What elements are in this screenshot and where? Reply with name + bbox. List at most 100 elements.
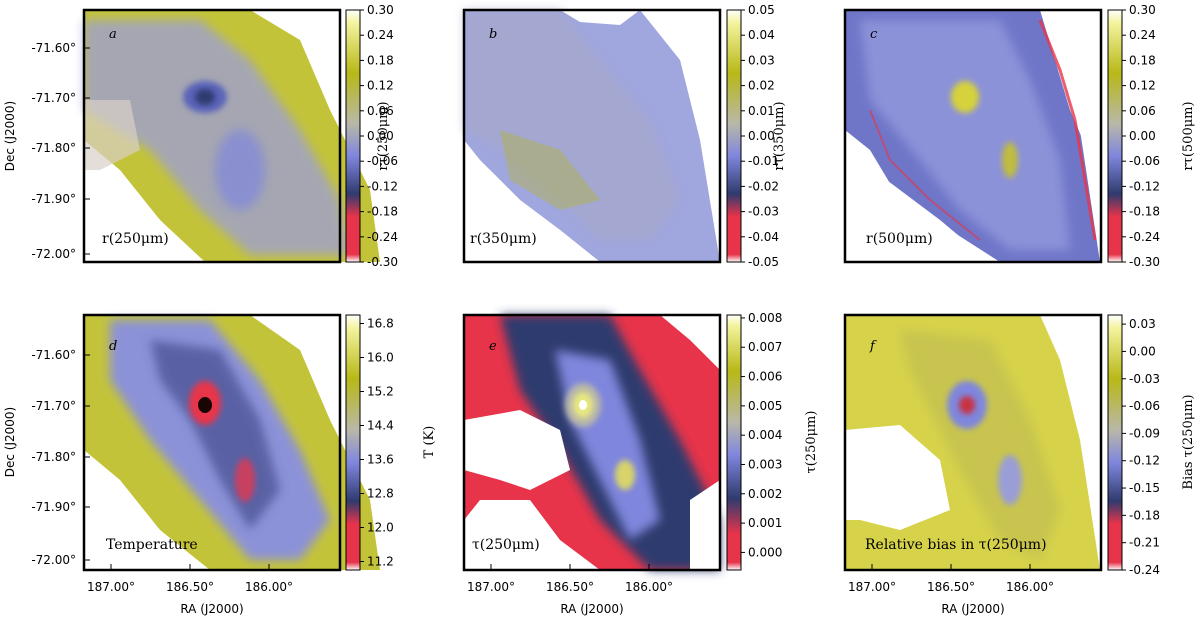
ra-tick-label: 186.50° (546, 580, 594, 594)
panel-b-colorbar-ticks: 0.05 0.04 0.03 0.02 0.01 0.00 -0.01 -0.02 -0.03 -… (741, 3, 779, 269)
panel-e-colorbar-tick-label: 0.008 (748, 311, 782, 325)
panel-e-frame (462, 313, 722, 572)
panel-f-colorbar-tick-label: 0.03 (1129, 317, 1156, 331)
panel-f-colorbar-tick-label: -0.24 (1129, 563, 1160, 577)
panel-f-frame (843, 313, 1103, 572)
panel-e-colorbar-tick-label: 0.005 (748, 399, 782, 413)
panel-f-caption: Relative bias in τ(250μm) (865, 537, 1047, 553)
ra-tick-label: 187.00° (87, 580, 135, 594)
panel-e-colorbar-tick-label: 0.001 (748, 516, 782, 530)
panel-a-colorbar-tick-label: 0.06 (367, 104, 394, 118)
panel-a-colorbar-ticks: 0.30 0.24 0.18 0.12 0.06 0.00 -0.06 -0.12 -0.18 -… (360, 3, 398, 269)
panel-d-letter: d (109, 339, 117, 354)
panel-f-colorbar-tick-label: -0.12 (1129, 454, 1160, 468)
panel-f-colorbar-ticks: 0.03 0.00 -0.03 -0.06 -0.09 -0.12 -0.15 -0.18 -0… (1122, 317, 1160, 577)
panel-b-colorbar-tick-label: -0.05 (748, 255, 779, 269)
ra-tick-label: 186.50° (166, 580, 214, 594)
ra-axis-label-e: RA (J2000) (560, 602, 623, 616)
panel-a-colorbar: 0.30 0.24 0.18 0.12 0.06 0.00 -0.06 -0.12 -0.18 -… (345, 3, 398, 269)
panel-e-letter: e (489, 339, 497, 354)
panel-c-colorbar-tick-label: -0.24 (1129, 230, 1160, 244)
panel-d-colorbar-bar (345, 314, 361, 571)
panel-b-colorbar-tick-label: -0.03 (748, 205, 779, 219)
panel-c: c r(500μm) 0.30 0.24 0.18 0.12 0.06 0.00 -0.06… (843, 3, 1196, 269)
panel-c-colorbar-tick-label: 0.06 (1129, 104, 1156, 118)
ra-axis-label-f: RA (J2000) (941, 602, 1004, 616)
panel-f-letter: f (869, 339, 877, 354)
panel-e-colorbar-tick-label: 0.002 (748, 487, 782, 501)
dec-tick-label: -71.90° (31, 192, 76, 206)
panel-d-caption: Temperature (106, 537, 198, 553)
panel-b-colorbar-bar (726, 9, 742, 263)
panel-a-map (84, 10, 380, 262)
dec-tick-label: -71.90° (31, 500, 76, 514)
panel-a-caption: r(250μm) (102, 231, 169, 247)
panel-f-colorbar-tick-label: 0.00 (1129, 344, 1156, 358)
panel-f-colorbar-tick-label: -0.06 (1129, 399, 1160, 413)
ra-axis-label-d: RA (J2000) (180, 602, 243, 616)
dec-tick-label: -71.70° (31, 399, 76, 413)
panel-f-colorbar-tick-label: -0.18 (1129, 508, 1160, 522)
panel-e-map (464, 315, 720, 570)
panel-d-colorbar-tick-label: 16.8 (367, 317, 394, 331)
panel-e-colorbar-tick-label: 0.000 (748, 545, 782, 559)
ra-tick-label: 187.00° (467, 580, 515, 594)
dec-tick-label: -72.00° (31, 553, 76, 567)
panel-b-colorbar-tick-label: -0.01 (748, 154, 779, 168)
panel-f-colorbar-tick-label: -0.09 (1129, 426, 1160, 440)
panel-f-colorbar-label: Bias τ(250μm) (1181, 394, 1196, 489)
panel-e-colorbar-label: τ(250μm) (804, 411, 819, 474)
panel-e-colorbar-bar (726, 314, 742, 571)
panel-a-colorbar-tick-label: 0.00 (367, 129, 394, 143)
panel-e-caption: τ(250μm) (472, 537, 540, 553)
panel-e-colorbar-ticks: 0.008 0.007 0.006 0.005 0.004 0.003 0.002 0.001… (741, 311, 782, 559)
panel-b-colorbar-label: rτ(350μm) (772, 101, 787, 170)
panel-c-colorbar-bar (1107, 9, 1123, 263)
panel-c-colorbar-tick-label: -0.12 (1129, 179, 1160, 193)
panel-c-colorbar-tick-label: 0.30 (1129, 3, 1156, 17)
panel-f-colorbar-tick-label: -0.03 (1129, 372, 1160, 386)
ra-axis: 187.00° 186.50° 186.00° 187.00° 186.50° 186.0… (87, 564, 1054, 594)
panel-b-colorbar-tick-label: 0.02 (748, 79, 775, 93)
panel-d-frame (82, 313, 342, 572)
panel-b-caption: r(350μm) (470, 231, 537, 247)
panel-a-colorbar-tick-label: -0.30 (367, 255, 398, 269)
dec-axis-top: -71.60° -71.70° -71.80° -71.90° -72.00° (31, 41, 90, 261)
panel-d-map (84, 315, 380, 570)
panel-b: b r(350μm) 0.05 0.04 0.03 0.02 0.01 0.00 -0.01… (462, 3, 787, 269)
panel-f-colorbar-bar (1107, 314, 1123, 571)
panel-c-caption: r(500μm) (866, 231, 933, 247)
panel-b-frame (462, 8, 722, 264)
panel-a-colorbar-tick-label: 0.30 (367, 3, 394, 17)
panel-a-colorbar-tick-label: -0.12 (367, 179, 398, 193)
panel-f: f Relative bias in τ(250μm) 0.03 0.00 -0.0… (843, 313, 1196, 577)
panel-f-map (845, 315, 1100, 570)
panel-b-colorbar-tick-label: 0.05 (748, 3, 775, 17)
panel-e-colorbar: 0.008 0.007 0.006 0.005 0.004 0.003 0.002 0.001… (726, 311, 819, 571)
ra-tick-label: 186.00° (1006, 580, 1054, 594)
dec-tick-label: -71.70° (31, 91, 76, 105)
panel-b-map (464, 10, 720, 262)
panel-b-colorbar-tick-label: -0.04 (748, 230, 779, 244)
panel-b-colorbar-tick-label: 0.00 (748, 129, 775, 143)
panel-a-colorbar-tick-label: -0.06 (367, 154, 398, 168)
panel-c-colorbar-tick-label: 0.00 (1129, 129, 1156, 143)
panel-e-colorbar-tick-label: 0.004 (748, 428, 782, 442)
panel-c-letter: c (870, 27, 878, 42)
panel-a: a r(250μm) 0.30 0.24 0.18 0.12 0.06 0.00 -0.06… (82, 3, 398, 269)
panel-f-colorbar-tick-label: -0.15 (1129, 481, 1160, 495)
panel-c-colorbar-ticks: 0.30 0.24 0.18 0.12 0.06 0.00 -0.06 -0.12 -0.18 -… (1122, 3, 1160, 269)
panel-a-colorbar-tick-label: 0.24 (367, 28, 394, 42)
panel-a-colorbar-label: rτ(250μm) (376, 101, 391, 170)
dec-axis-label-bottom: Dec (J2000) (3, 407, 17, 477)
panel-b-colorbar-tick-label: 0.04 (748, 28, 775, 42)
panel-f-colorbar-tick-label: -0.21 (1129, 536, 1160, 550)
panel-d-colorbar-tick-label: 11.2 (367, 555, 394, 569)
dec-tick-label: -71.60° (31, 41, 76, 55)
panel-c-colorbar-tick-label: -0.30 (1129, 255, 1160, 269)
panel-c-colorbar-tick-label: -0.18 (1129, 205, 1160, 219)
dec-tick-label: -71.80° (31, 141, 76, 155)
panel-d-colorbar-tick-label: 12.8 (367, 487, 394, 501)
panel-e: e τ(250μm) 0.0080.0070.0060.0050.0040.00… (462, 311, 819, 572)
dec-axis-label-top: Dec (J2000) (3, 101, 17, 171)
